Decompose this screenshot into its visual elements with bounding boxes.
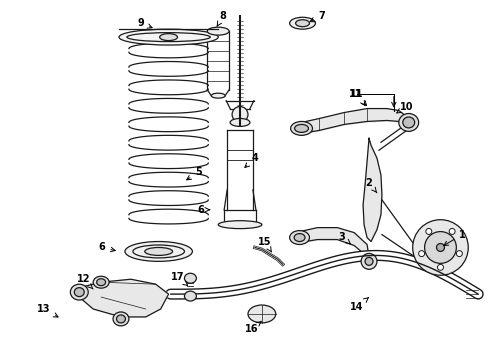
Ellipse shape [290, 231, 310, 244]
Polygon shape [79, 279, 169, 317]
Ellipse shape [218, 221, 262, 229]
Text: 14: 14 [350, 297, 368, 312]
Ellipse shape [125, 242, 193, 261]
Ellipse shape [113, 312, 129, 326]
Circle shape [425, 231, 456, 264]
Ellipse shape [295, 20, 310, 27]
Text: 10: 10 [397, 102, 414, 113]
Ellipse shape [71, 284, 88, 300]
Ellipse shape [294, 234, 305, 242]
Ellipse shape [184, 273, 196, 283]
Text: 8: 8 [217, 11, 226, 26]
Text: 17: 17 [171, 272, 188, 285]
Circle shape [456, 251, 463, 257]
Ellipse shape [93, 276, 109, 288]
Text: 6: 6 [99, 243, 115, 252]
Text: 2: 2 [366, 178, 377, 193]
Text: 11: 11 [349, 89, 367, 105]
Text: 13: 13 [37, 304, 58, 317]
Ellipse shape [119, 29, 218, 45]
Text: 9: 9 [137, 18, 152, 28]
Text: 16: 16 [245, 321, 262, 334]
Text: 4: 4 [245, 153, 258, 167]
Text: 7: 7 [310, 11, 325, 22]
Ellipse shape [127, 33, 210, 41]
Circle shape [361, 253, 377, 269]
Ellipse shape [160, 33, 177, 41]
Circle shape [413, 220, 468, 275]
Ellipse shape [403, 117, 415, 128]
Ellipse shape [294, 125, 309, 132]
Text: 11: 11 [350, 89, 365, 105]
Circle shape [449, 229, 455, 234]
Text: 12: 12 [76, 274, 93, 289]
Ellipse shape [97, 279, 105, 286]
Text: 5: 5 [187, 167, 202, 180]
Ellipse shape [184, 291, 196, 301]
Ellipse shape [399, 113, 418, 131]
Circle shape [232, 107, 248, 122]
Polygon shape [363, 138, 382, 242]
Ellipse shape [117, 315, 125, 323]
Ellipse shape [74, 288, 84, 297]
Ellipse shape [248, 305, 276, 323]
Circle shape [437, 243, 444, 251]
Text: 15: 15 [258, 237, 271, 252]
Circle shape [438, 264, 443, 270]
Ellipse shape [133, 245, 184, 258]
Ellipse shape [291, 121, 313, 135]
Circle shape [418, 251, 424, 257]
Circle shape [426, 229, 432, 234]
Circle shape [365, 257, 373, 265]
Text: 3: 3 [338, 231, 350, 244]
Text: 6: 6 [197, 205, 210, 215]
Ellipse shape [290, 17, 316, 29]
Text: 1: 1 [444, 230, 465, 246]
Ellipse shape [145, 247, 172, 255]
Ellipse shape [207, 27, 229, 35]
Ellipse shape [211, 93, 225, 98]
Ellipse shape [230, 118, 250, 126]
